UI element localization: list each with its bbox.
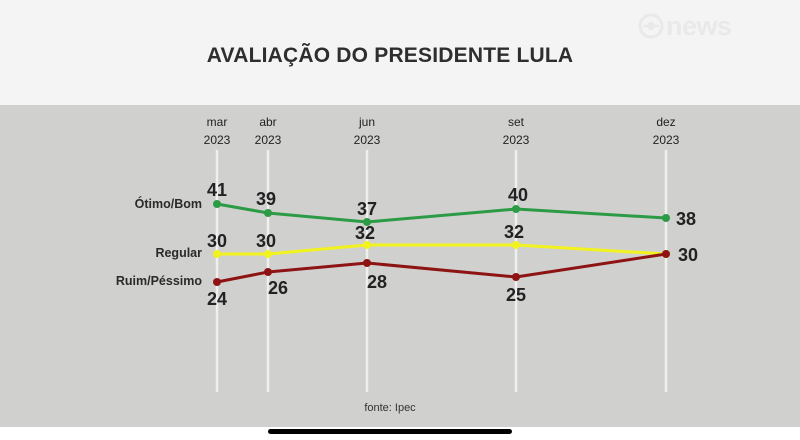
value-label-regular-abr: 30 <box>256 231 276 251</box>
value-label-ruim-pessimo-set: 25 <box>506 285 526 305</box>
series-label-ruim-pessimo: Ruim/Péssimo <box>116 274 203 288</box>
point-regular-set <box>512 241 520 249</box>
x-tick-month-mar: mar <box>207 115 228 129</box>
point-regular-abr <box>264 250 272 258</box>
point-ruim-pessimo-set <box>512 273 520 281</box>
x-tick-month-abr: abr <box>259 115 276 129</box>
point-otimo-bom-abr <box>264 209 272 217</box>
value-label-regular-set: 32 <box>504 222 524 242</box>
series-label-regular: Regular <box>155 246 202 260</box>
x-tick-month-dez: dez <box>656 115 675 129</box>
x-tick-month-jun: jun <box>358 115 375 129</box>
value-label-otimo-bom-jun: 37 <box>357 199 377 219</box>
point-otimo-bom-set <box>512 205 520 213</box>
point-otimo-bom-mar <box>213 200 221 208</box>
x-tick-month-set: set <box>508 115 525 129</box>
value-label-otimo-bom-set: 40 <box>508 185 528 205</box>
value-label-ruim-pessimo-jun: 28 <box>367 272 387 292</box>
point-ruim-pessimo-mar <box>213 278 221 286</box>
point-ruim-pessimo-dez <box>662 250 670 258</box>
series-label-otimo-bom: Ótimo/Bom <box>135 196 202 211</box>
ge-news-logo: news <box>638 11 732 41</box>
value-label-regular-dez: 30 <box>678 245 698 265</box>
point-regular-jun <box>363 241 371 249</box>
x-tick-year-mar: 2023 <box>204 133 231 147</box>
value-label-regular-jun: 32 <box>355 223 375 243</box>
value-label-otimo-bom-abr: 39 <box>256 189 276 209</box>
value-label-otimo-bom-mar: 41 <box>207 180 227 200</box>
home-indicator[interactable] <box>268 429 512 434</box>
point-otimo-bom-jun <box>363 218 371 226</box>
logo-text: news <box>666 10 732 41</box>
chart-title: AVALIAÇÃO DO PRESIDENTE LULA <box>206 44 574 67</box>
value-label-ruim-pessimo-mar: 24 <box>207 289 227 309</box>
x-tick-year-jun: 2023 <box>354 133 381 147</box>
value-label-regular-mar: 30 <box>207 231 227 251</box>
value-label-otimo-bom-dez: 38 <box>676 209 696 229</box>
series-line-otimo-bom <box>216 202 667 224</box>
header-band <box>0 0 800 105</box>
point-regular-mar <box>213 250 221 258</box>
series-line-regular <box>217 243 667 256</box>
x-tick-year-set: 2023 <box>503 133 530 147</box>
point-ruim-pessimo-abr <box>264 268 272 276</box>
point-otimo-bom-dez <box>662 214 670 222</box>
x-tick-year-abr: 2023 <box>255 133 282 147</box>
value-label-ruim-pessimo-abr: 26 <box>268 278 288 298</box>
source-note: fonte: Ipec <box>364 402 416 414</box>
globo-logo-icon <box>638 13 664 39</box>
x-tick-year-dez: 2023 <box>653 133 680 147</box>
point-ruim-pessimo-jun <box>363 259 371 267</box>
